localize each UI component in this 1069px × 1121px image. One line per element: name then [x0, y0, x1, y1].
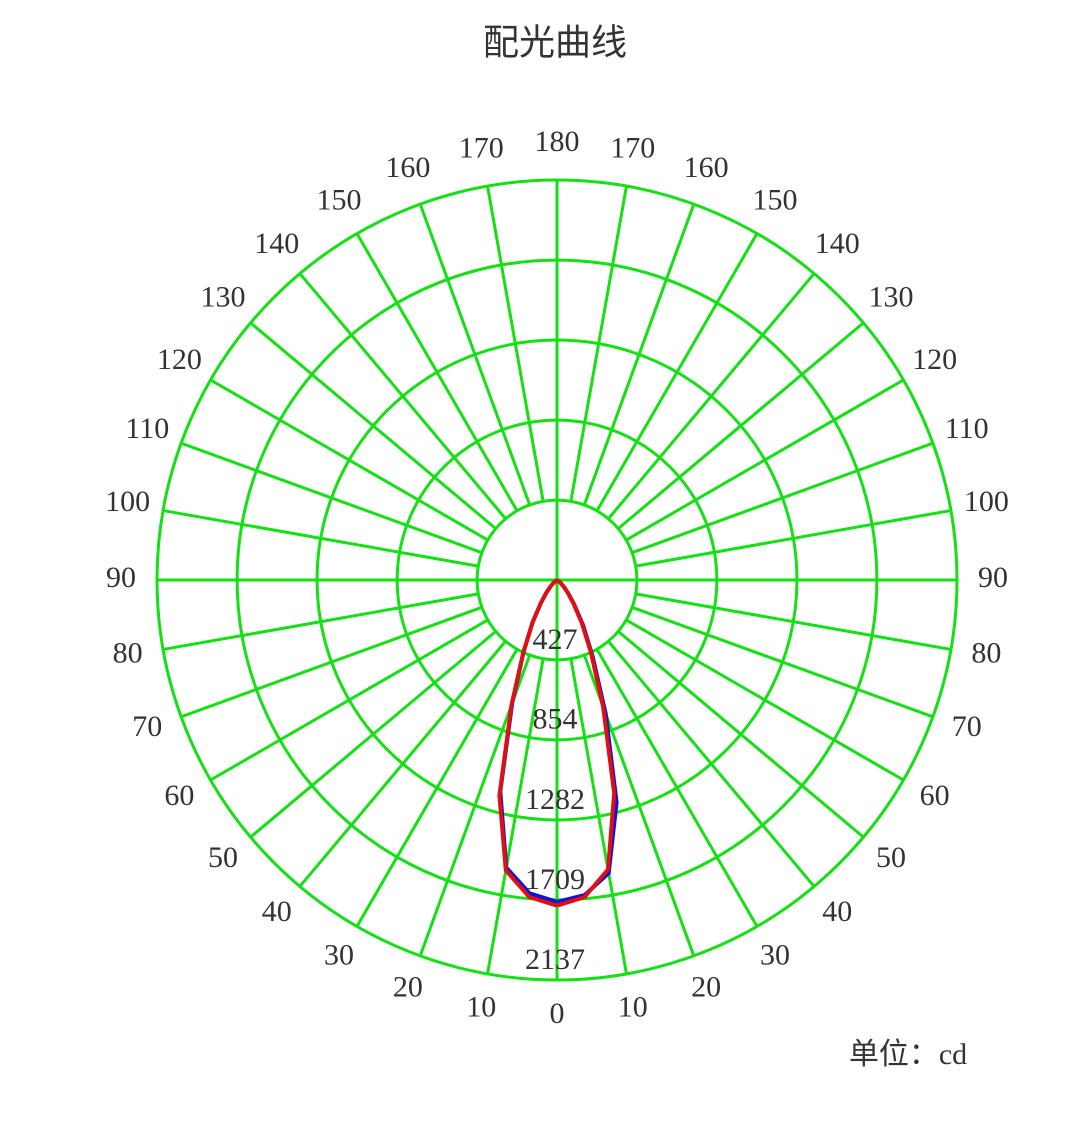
ring-label: 427: [533, 623, 578, 656]
angle-label: 80: [113, 637, 143, 670]
angle-label: 120: [157, 343, 202, 376]
angle-label: 40: [262, 895, 292, 928]
chart-title: 配光曲线: [483, 22, 627, 62]
angle-label: 70: [132, 710, 162, 743]
angle-label: 20: [691, 971, 721, 1004]
grid-spoke: [607, 272, 816, 520]
grid-spoke: [418, 203, 532, 506]
intensity-curve: [555, 578, 617, 908]
angle-label: 100: [105, 485, 150, 518]
grid-spoke: [635, 509, 952, 568]
grid-spoke: [631, 441, 934, 555]
angle-label: 150: [317, 183, 362, 216]
grid-spoke: [595, 648, 759, 928]
angle-label: 30: [760, 938, 790, 971]
angle-label: 160: [385, 151, 430, 184]
grid-spoke: [355, 648, 519, 928]
unit-label: 单位：cd: [849, 1038, 967, 1071]
angle-label: 50: [208, 841, 238, 874]
angle-label: 60: [164, 779, 194, 812]
angle-label: 20: [393, 971, 423, 1004]
angle-label: 160: [684, 151, 729, 184]
grid-spoke: [635, 592, 952, 651]
grid-spoke: [625, 378, 905, 542]
grid-spoke: [249, 630, 497, 839]
angle-label: 80: [971, 637, 1001, 670]
grid-spoke: [249, 321, 497, 530]
angle-label: 30: [324, 938, 354, 971]
angle-label: 40: [822, 895, 852, 928]
angle-label: 170: [459, 132, 504, 165]
ring-label: 2137: [525, 943, 585, 976]
grid-spoke: [617, 321, 865, 530]
angle-label: 50: [876, 841, 906, 874]
grid-spoke: [180, 441, 483, 555]
ring-label: 1282: [525, 783, 585, 816]
angle-label: 150: [753, 183, 798, 216]
angle-label: 120: [912, 343, 957, 376]
grid-spoke: [486, 658, 545, 975]
grid-spoke: [162, 592, 479, 651]
grid-spoke: [355, 232, 519, 512]
ring-label: 1709: [525, 863, 585, 896]
angle-label: 170: [610, 132, 655, 165]
grid-spoke: [209, 618, 489, 782]
angle-label: 130: [868, 281, 913, 314]
angle-label: 140: [815, 227, 860, 260]
grid-spoke: [569, 185, 628, 502]
angle-label: 100: [964, 485, 1009, 518]
angle-label: 10: [618, 990, 648, 1023]
angle-label: 140: [254, 227, 299, 260]
grid-spoke: [298, 272, 507, 520]
grid-spoke: [486, 185, 545, 502]
angle-label: 130: [201, 281, 246, 314]
grid-spoke: [625, 618, 905, 782]
angle-label: 10: [466, 990, 496, 1023]
grid-spoke: [162, 509, 479, 568]
angle-label: 90: [106, 561, 136, 594]
grid-spoke: [209, 378, 489, 542]
angle-label: 0: [550, 997, 565, 1030]
ring-label: 854: [533, 703, 578, 736]
grid-spoke: [607, 640, 816, 888]
grid-spoke: [631, 605, 934, 719]
angle-label: 70: [952, 710, 982, 743]
grid-spoke: [595, 232, 759, 512]
grid-spoke: [569, 658, 628, 975]
grid-spoke: [582, 203, 696, 506]
angle-label: 180: [535, 125, 580, 158]
angle-label: 60: [920, 779, 950, 812]
grid-spoke: [298, 640, 507, 888]
grid-spoke: [617, 630, 865, 839]
grid-spoke: [180, 605, 483, 719]
angle-label: 90: [978, 561, 1008, 594]
angle-label: 110: [125, 412, 169, 445]
intensity-curve: [497, 578, 559, 908]
angle-label: 110: [945, 412, 989, 445]
